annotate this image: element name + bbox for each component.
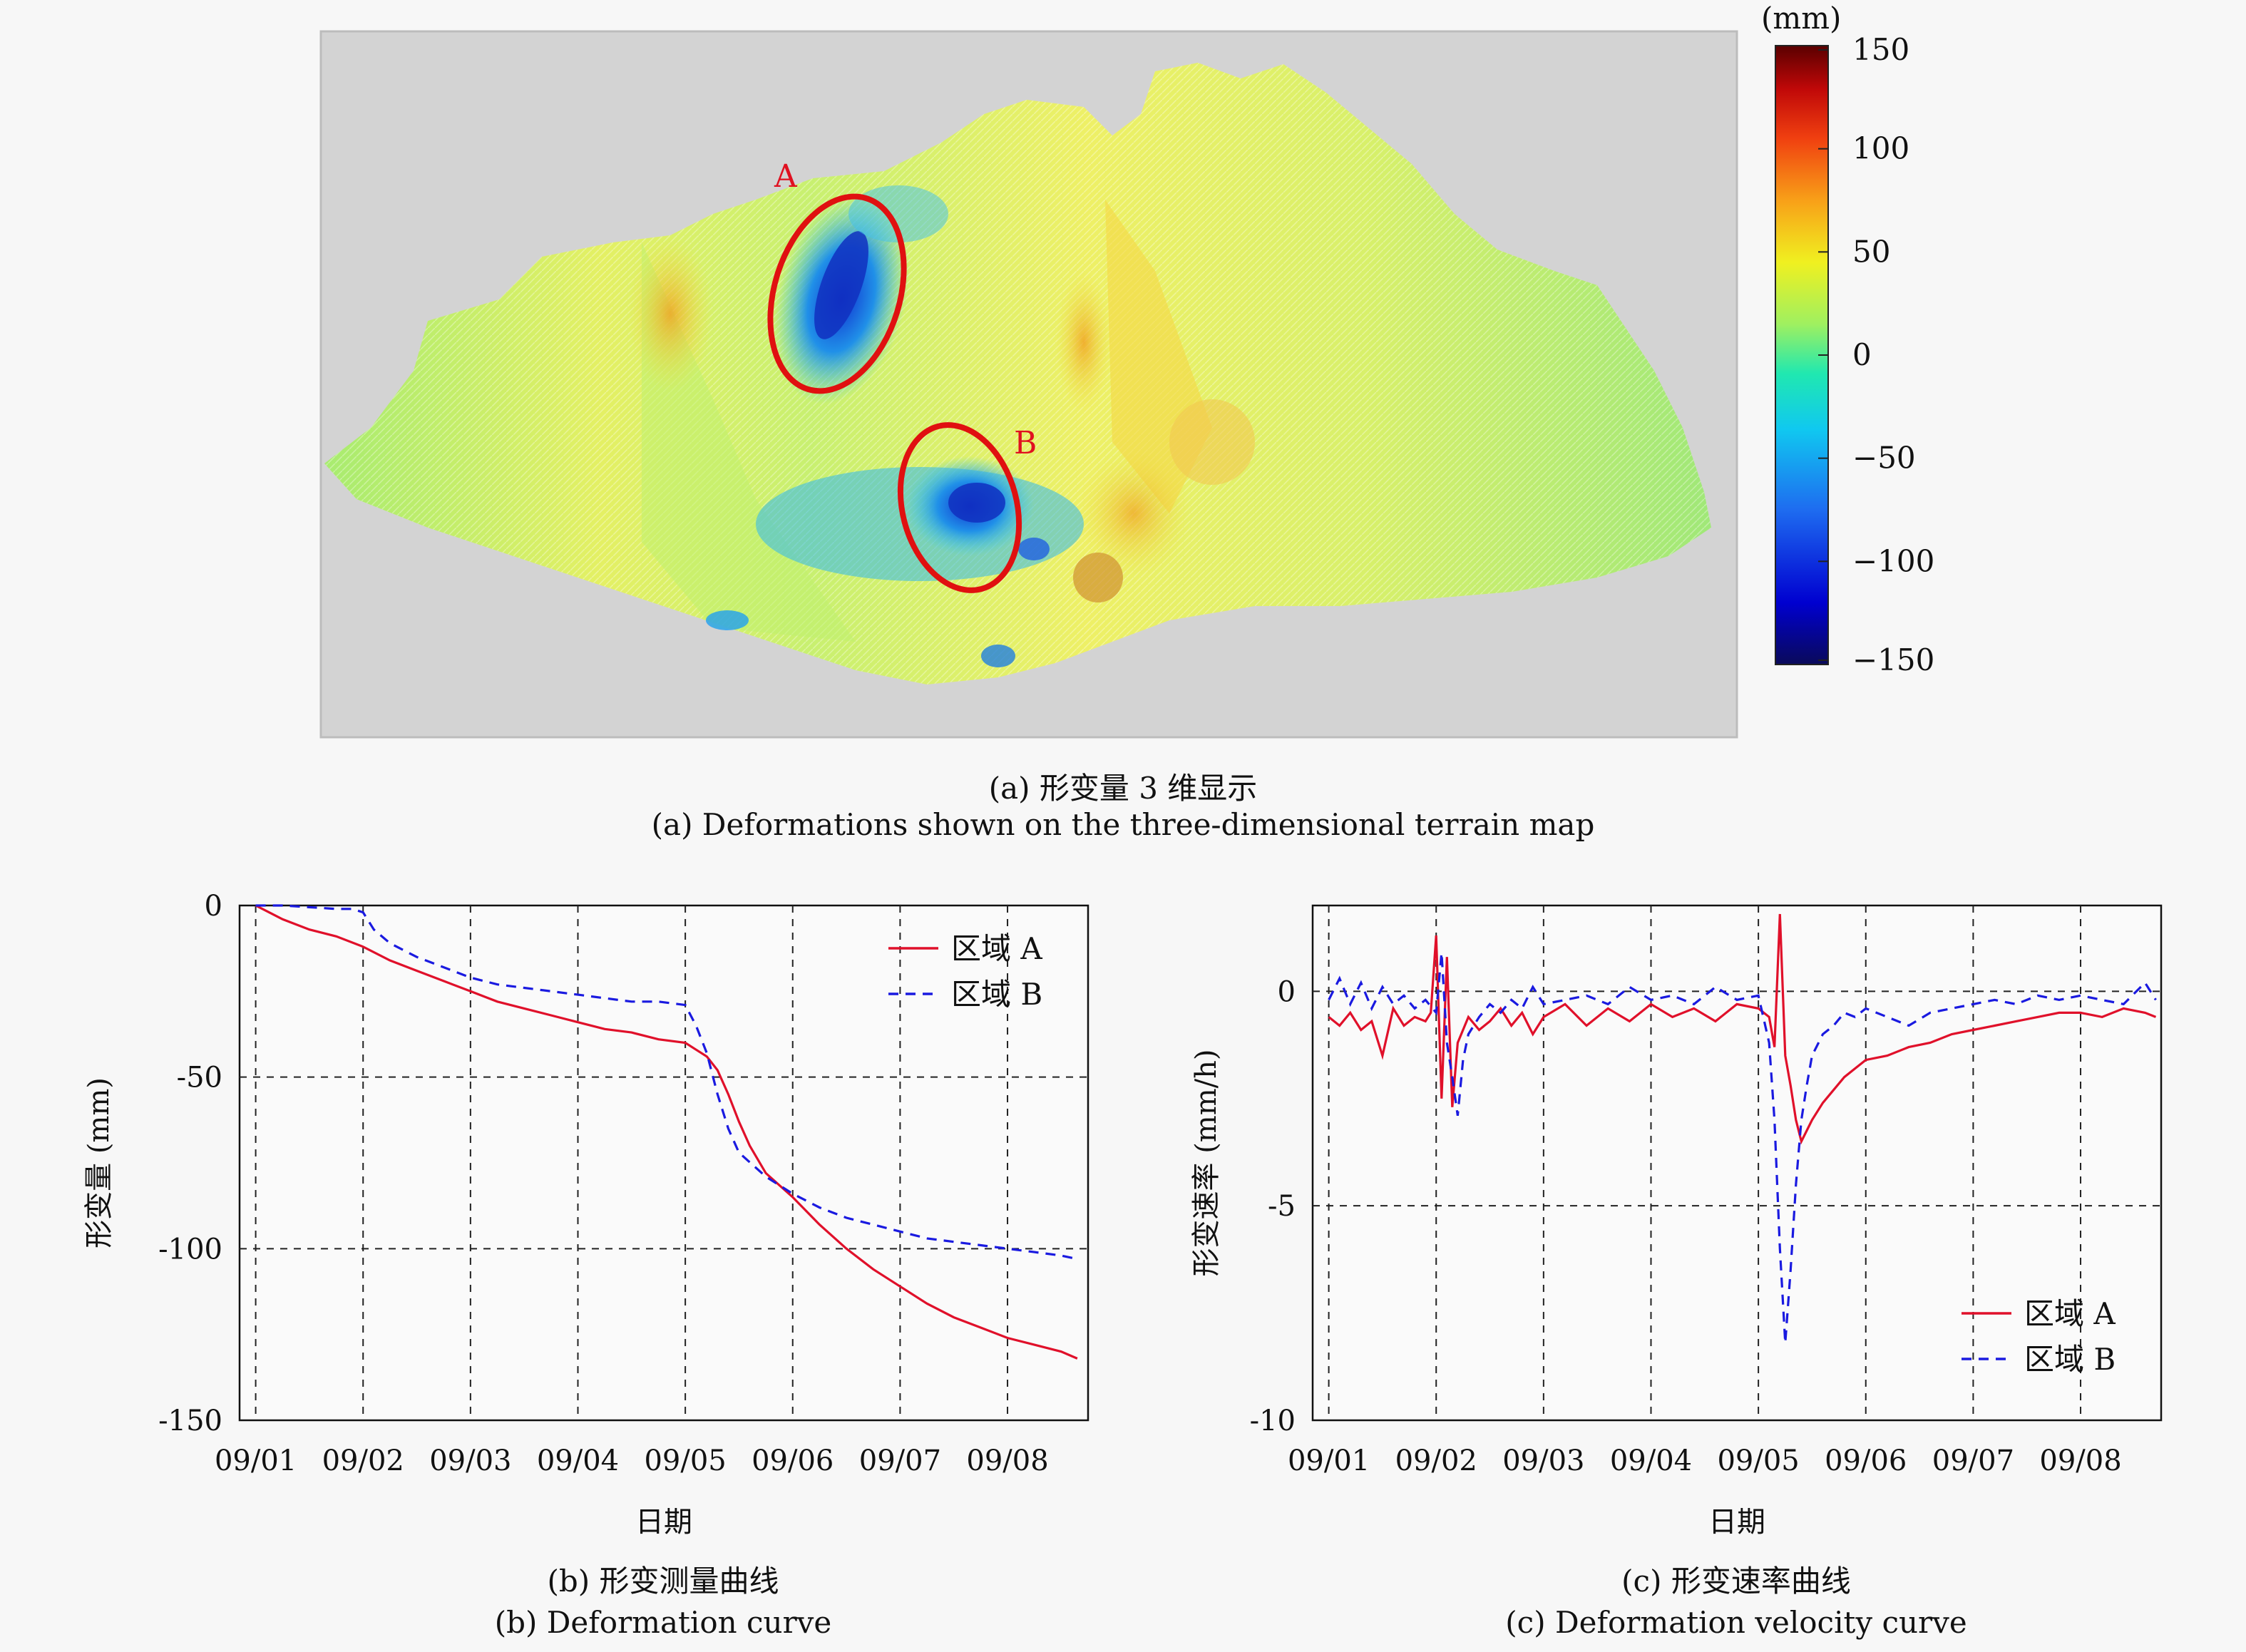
y-tick-label: -50 <box>177 1062 222 1094</box>
x-tick-label: 09/05 <box>1717 1445 1799 1477</box>
x-ticks: 09/01 09/02 09/03 09/04 09/05 09/06 09/07 09/08 <box>215 1445 1049 1477</box>
colorbar-ticks: 150 100 50 0 −50 −100 −150 <box>1818 32 1934 677</box>
x-tick-label: 09/02 <box>1395 1445 1477 1477</box>
y-axis-label: 形变速率 (mm/h) <box>1190 1049 1223 1276</box>
region-a-ellipse <box>767 193 907 394</box>
caption-b-cn: (b) 形变测量曲线 <box>547 1564 779 1599</box>
series-group <box>1328 913 2157 1343</box>
legend-label: 区域 A <box>2024 1296 2116 1331</box>
x-tick-label: 09/03 <box>429 1445 511 1477</box>
series-line <box>255 904 1078 1261</box>
x-tick-label: 09/06 <box>752 1445 834 1477</box>
plot-area <box>238 904 1089 1422</box>
region-b-marker: B <box>1014 425 1037 461</box>
x-tick-label: 09/06 <box>1825 1445 1907 1477</box>
y-ticks: 0 -50 -100 -150 <box>158 890 222 1437</box>
y-tick-label: -10 <box>1250 1405 1296 1437</box>
region-b-ellipse <box>897 422 1022 593</box>
y-tick-label: -5 <box>1268 1190 1296 1223</box>
y-tick-label: -100 <box>158 1233 222 1266</box>
x-tick-label: 09/01 <box>1288 1445 1370 1477</box>
legend-label: 区域 B <box>951 977 1042 1012</box>
caption-c-en: (c) Deformation velocity curve <box>1505 1605 1966 1640</box>
terrain-3d-panel: A B (mm) 150 100 50 0 −50 −100 −150 <box>319 1 1934 739</box>
x-tick-label: 09/05 <box>644 1445 726 1477</box>
legend-label: 区域 A <box>951 931 1042 966</box>
caption-c-cn: (c) 形变速率曲线 <box>1621 1564 1851 1599</box>
velocity-chart: 0-5-10 09/01 09/02 09/03 09/04 09/05 09/06 09/… <box>1190 904 2163 1640</box>
region-a-marker: A <box>774 158 798 195</box>
x-tick-label: 09/04 <box>1610 1445 1692 1477</box>
caption-b-en: (b) Deformation curve <box>495 1605 832 1640</box>
y-axis-label: 形变量 (mm) <box>83 1077 116 1248</box>
colorbar-tick-label: −150 <box>1852 642 1934 677</box>
legend: 区域 A 区域 B <box>1962 1296 2116 1377</box>
series-line <box>1328 913 2157 1145</box>
y-tick-label: -150 <box>158 1405 222 1437</box>
legend: 区域 A 区域 B <box>888 931 1042 1012</box>
x-tick-label: 09/07 <box>1932 1445 2014 1477</box>
y-tick-label: 0 <box>205 890 222 923</box>
colorbar-tick-label: −50 <box>1852 441 1916 476</box>
x-tick-label: 09/03 <box>1502 1445 1584 1477</box>
colorbar-tick-label: 0 <box>1852 337 1872 372</box>
colorbar-tick-label: −100 <box>1852 543 1934 578</box>
y-tick-label: 0 <box>1278 975 1296 1008</box>
caption-a-cn: (a) 形变量 3 维显示 <box>988 771 1258 806</box>
colorbar-unit: (mm) <box>1761 1 1841 36</box>
x-axis-label: 日期 <box>635 1506 692 1539</box>
x-tick-label: 09/08 <box>966 1445 1048 1477</box>
x-axis-label: 日期 <box>1708 1506 1765 1539</box>
colorbar-tick-label: 100 <box>1852 131 1909 166</box>
colorbar-tick-label: 50 <box>1852 234 1890 269</box>
x-tick-label: 09/08 <box>2039 1445 2121 1477</box>
colorbar-tick-label: 150 <box>1852 32 1909 67</box>
y-ticks: 0 -5 -10 <box>1250 975 1296 1437</box>
x-tick-label: 09/01 <box>215 1445 297 1477</box>
x-tick-label: 09/07 <box>859 1445 941 1477</box>
deformation-chart: 0-50-100-150 09/01 09/02 09/03 09/04 09/05 09… <box>83 890 1089 1640</box>
x-tick-label: 09/02 <box>322 1445 404 1477</box>
x-ticks: 09/01 09/02 09/03 09/04 09/05 09/06 09/07 09/08 <box>1288 1445 2122 1477</box>
x-tick-label: 09/04 <box>537 1445 619 1477</box>
series-line <box>255 904 1078 1360</box>
series-group <box>255 904 1078 1360</box>
legend-label: 区域 B <box>2024 1342 2116 1377</box>
caption-a-en: (a) Deformations shown on the three-dime… <box>651 807 1595 842</box>
grid <box>1313 905 2161 1420</box>
